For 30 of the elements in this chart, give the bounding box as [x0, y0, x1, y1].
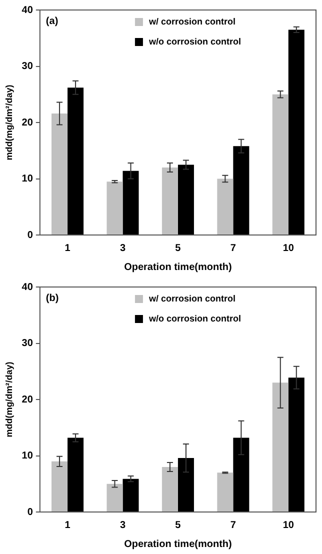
- y-axis-title: mdd(mg/dm²/day): [4, 84, 14, 160]
- x-tick-label: 3: [120, 242, 126, 254]
- y-tick-label: 0: [27, 506, 34, 518]
- legend-label: w/ corrosion control: [148, 16, 236, 26]
- y-tick-label: 10: [22, 174, 34, 184]
- x-tick-label: 7: [230, 520, 236, 531]
- x-tick-label: 5: [175, 520, 182, 531]
- y-tick-label: 20: [22, 117, 34, 128]
- y-tick-label: 40: [22, 4, 34, 16]
- y-tick-label: 30: [22, 338, 34, 349]
- annotation: (a): [46, 16, 58, 27]
- y-axis-title: mdd(mg/dm²/day): [4, 362, 14, 438]
- legend-label: w/ corrosion control: [148, 293, 236, 304]
- y-tick-label: 0: [27, 230, 34, 241]
- x-tick-label: 10: [282, 520, 294, 531]
- x-axis-title: Operation time(month): [124, 538, 232, 550]
- x-tick-label: 7: [230, 242, 236, 254]
- y-tick-label: 20: [22, 394, 34, 406]
- x-tick-label: 5: [175, 242, 182, 254]
- y-tick-label: 30: [22, 61, 34, 72]
- y-tick-label: 40: [22, 282, 34, 293]
- y-tick-label: 10: [22, 450, 34, 462]
- x-tick-label: 10: [282, 242, 294, 254]
- legend-label: w/o corrosion control: [148, 313, 241, 324]
- x-tick-label: 3: [120, 520, 126, 531]
- legend-label: w/o corrosion control: [148, 36, 241, 46]
- x-axis-title: Operation time(month): [124, 262, 232, 273]
- x-tick-label: 1: [64, 242, 71, 254]
- annotation: (b): [46, 292, 59, 304]
- x-tick-label: 1: [64, 520, 71, 531]
